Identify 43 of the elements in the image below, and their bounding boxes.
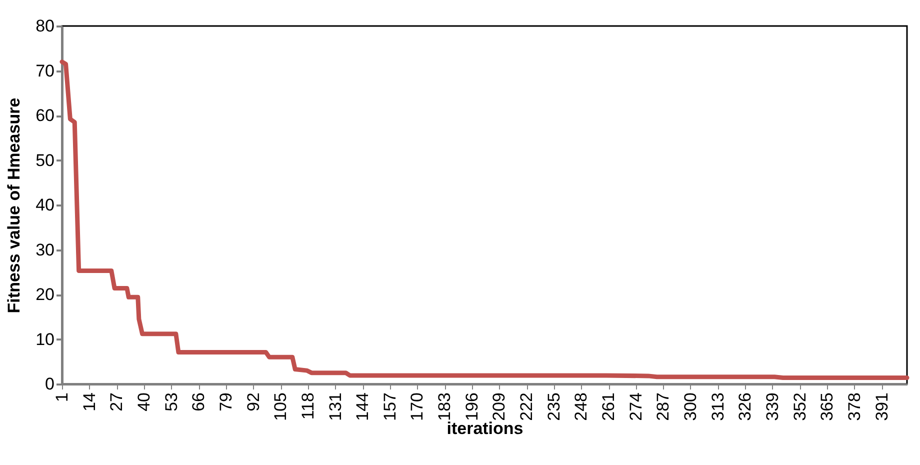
y-tick-label: 80 xyxy=(36,16,54,36)
y-tick-label: 0 xyxy=(45,374,54,394)
x-tick-label: 261 xyxy=(599,392,618,421)
x-tick-label: 170 xyxy=(408,392,427,421)
y-tick-label: 30 xyxy=(36,240,54,260)
x-tick-label: 157 xyxy=(380,392,400,421)
line-series xyxy=(60,60,910,380)
x-tick-label: 1 xyxy=(52,392,72,402)
x-tick-label: 365 xyxy=(818,392,837,421)
x-tick-label: 196 xyxy=(462,392,482,421)
x-tick-label: 105 xyxy=(271,392,290,421)
x-tick-label: 183 xyxy=(435,392,454,421)
x-tick-label: 27 xyxy=(107,392,126,412)
y-tick-label: 20 xyxy=(36,285,54,304)
y-tick-label: 10 xyxy=(36,330,54,349)
y-tick-label: 60 xyxy=(36,106,54,125)
x-tick-label: 300 xyxy=(680,392,700,421)
x-tick-label: 66 xyxy=(189,392,208,412)
x-tick-label: 53 xyxy=(162,392,181,412)
y-tick-label: 70 xyxy=(36,61,54,80)
x-tick-label: 313 xyxy=(708,392,728,421)
x-axis-title: iterations xyxy=(446,418,524,438)
x-tick-label: 144 xyxy=(353,392,372,421)
x-tick-label: 92 xyxy=(244,392,263,412)
x-tick-label: 287 xyxy=(654,392,673,421)
x-tick-label: 274 xyxy=(626,392,646,421)
y-axis-title: Fitness value of Hmeasure xyxy=(4,98,24,314)
x-tick-label: 40 xyxy=(134,392,154,412)
x-tick-label: 14 xyxy=(80,392,99,412)
x-tick-label: 339 xyxy=(762,392,782,421)
y-tick-label: 40 xyxy=(36,196,54,214)
x-tick-label: 209 xyxy=(490,392,509,421)
x-tick-label: 79 xyxy=(216,392,236,412)
x-tick-label: 131 xyxy=(326,392,345,421)
x-tick-label: 378 xyxy=(844,392,864,421)
x-tick-label: 391 xyxy=(872,392,892,421)
x-tick-label: 248 xyxy=(572,392,591,421)
x-tick-label: 235 xyxy=(544,392,564,421)
x-tick-label: 326 xyxy=(736,392,755,421)
x-tick-label: 222 xyxy=(517,392,536,421)
y-tick-label: 50 xyxy=(36,150,54,170)
x-tick-label: 118 xyxy=(298,392,318,420)
x-tick-label: 352 xyxy=(790,392,810,421)
